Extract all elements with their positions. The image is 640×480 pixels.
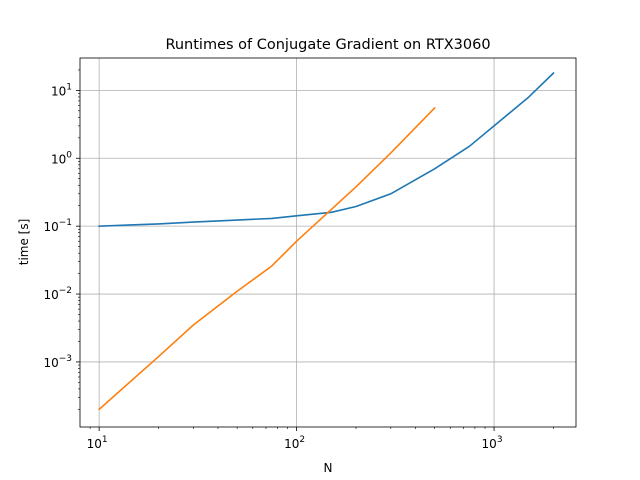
y-tick-label: 10−1	[43, 218, 72, 234]
y-tick-label-base: 10	[43, 220, 58, 234]
y-tick-label: 10−3	[43, 354, 72, 370]
series-layer	[98, 71, 555, 411]
x-tick-label: 103	[482, 435, 503, 451]
y-axis-label: time [s]	[17, 219, 31, 266]
y-tick-label-base: 10	[43, 356, 58, 370]
y-tick-label: 101	[51, 82, 72, 98]
y-tick-label-base: 10	[51, 152, 66, 166]
x-tick-label-base: 10	[87, 437, 102, 451]
y-tick-label-base: 10	[51, 84, 66, 98]
x-axis-label: N	[324, 461, 333, 475]
grid	[80, 58, 576, 427]
plot-frame	[79, 57, 577, 428]
y-tick-label-exponent: −2	[59, 286, 72, 296]
series-2-line	[98, 106, 436, 411]
y-tick-label-exponent: −1	[59, 218, 72, 228]
y-tick-label-exponent: −3	[59, 354, 72, 364]
x-tick-label: 102	[284, 435, 305, 451]
x-tick-label-exponent: 3	[497, 435, 503, 445]
y-tick-label: 10−2	[43, 286, 72, 302]
x-tick-label-base: 10	[284, 437, 299, 451]
x-tick-label-exponent: 1	[102, 435, 108, 445]
y-tick-label: 100	[51, 150, 72, 166]
x-tick-label-exponent: 2	[299, 435, 305, 445]
chart-title: Runtimes of Conjugate Gradient on RTX306…	[165, 37, 490, 53]
y-tick-label-exponent: 0	[66, 150, 72, 160]
x-tick-label-base: 10	[482, 437, 497, 451]
x-tick-label: 101	[87, 435, 108, 451]
y-tick-label-exponent: 1	[66, 82, 72, 92]
y-tick-label-base: 10	[43, 288, 58, 302]
series-1-line	[98, 71, 555, 227]
